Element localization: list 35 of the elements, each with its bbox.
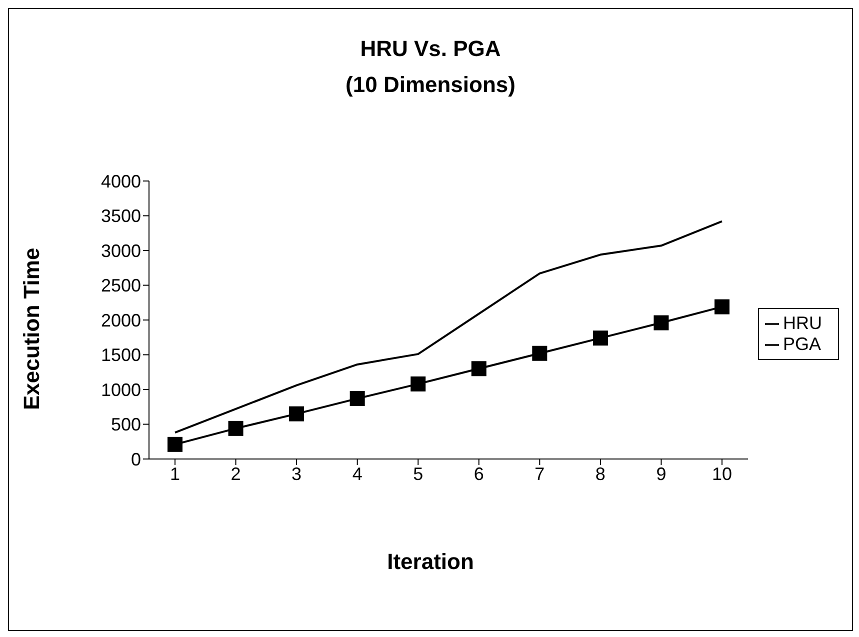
line-series (174, 220, 723, 434)
x-tick-label: 8 (595, 464, 606, 484)
y-tick-label: 0 (130, 449, 141, 470)
x-tick-label: 1 (170, 464, 180, 484)
y-tick-label: 500 (110, 414, 141, 435)
y-tick-label: 1500 (100, 345, 141, 366)
y-tick-label: 2500 (100, 276, 141, 296)
x-tick-label: 4 (352, 464, 362, 484)
x-axis-title: Iteration (386, 549, 475, 575)
point (168, 436, 182, 452)
point (350, 391, 365, 406)
y-axis-title: Execution Time (18, 248, 44, 410)
point (228, 420, 244, 436)
y-tick-label: 3500 (100, 206, 141, 226)
x-tick-label: 3 (292, 464, 302, 484)
point (592, 330, 608, 346)
x-tick-label: 9 (656, 464, 666, 484)
x-tick-label: 10 (712, 464, 732, 484)
y-tick-label: 3000 (100, 240, 141, 261)
point (410, 376, 426, 392)
y-tick-label: 4000 (100, 171, 141, 192)
x-tick-label: 6 (474, 464, 484, 484)
chart-title: HRU Vs. PGA (10 Dimensions) (344, 35, 516, 99)
point (471, 361, 486, 376)
point (714, 299, 730, 314)
y-tick-label: 1000 (100, 380, 141, 400)
point (532, 346, 548, 361)
legend-label: PGA (783, 334, 822, 354)
x-tick-label: 5 (413, 464, 424, 484)
x-tick-label: 2 (230, 464, 241, 484)
point (654, 315, 669, 330)
x-tick-label: 7 (534, 464, 545, 484)
legend-label: HRU (783, 313, 822, 333)
y-tick-label: 2000 (100, 310, 141, 330)
point (289, 406, 304, 422)
